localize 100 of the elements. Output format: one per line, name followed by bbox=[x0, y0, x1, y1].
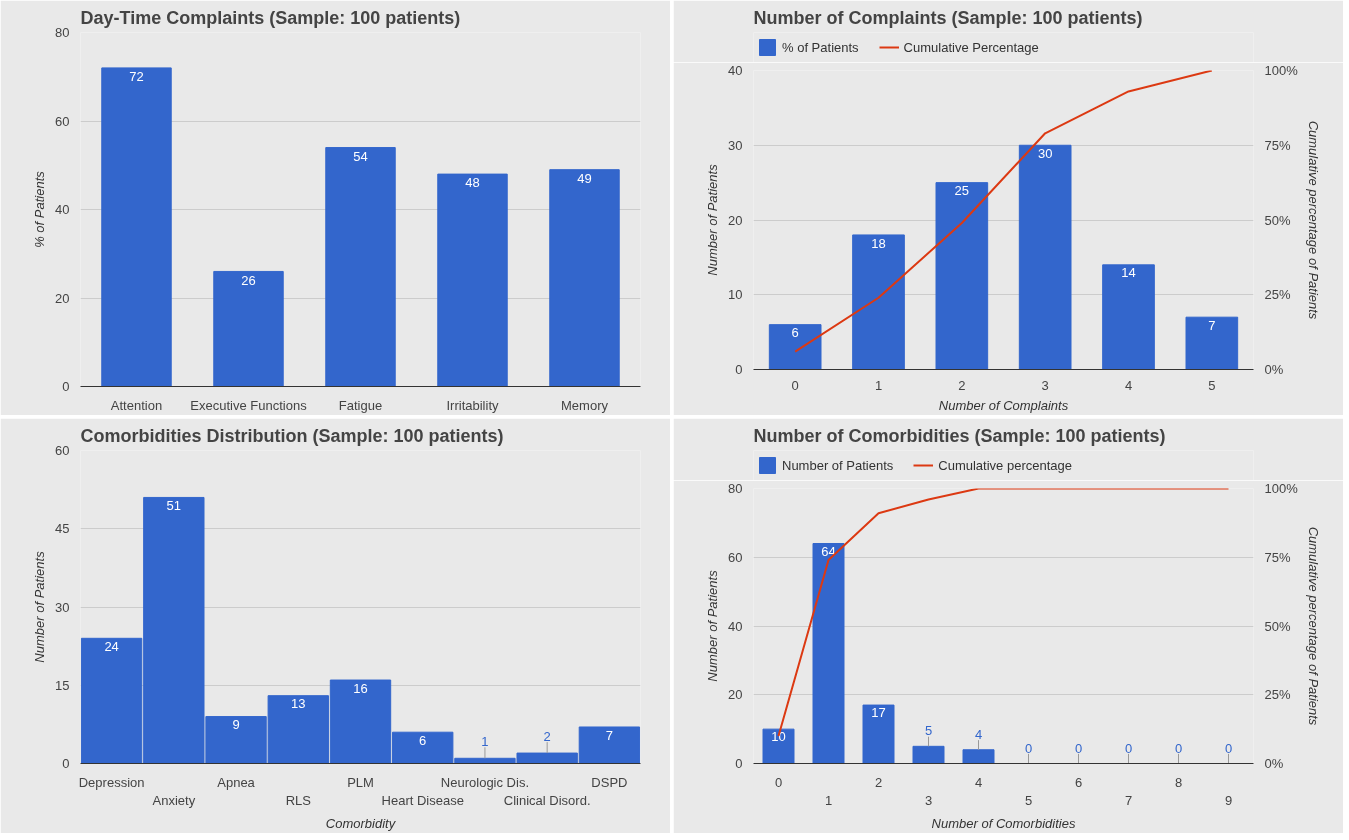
y-axis-title: Number of Patients bbox=[32, 550, 48, 663]
data-label: 9 bbox=[232, 717, 240, 733]
x-tick-label: 0 bbox=[791, 377, 799, 393]
data-label: 0 bbox=[1124, 740, 1133, 756]
y-tick-label: 0 bbox=[735, 756, 743, 771]
y2-tick-label: 100% bbox=[1264, 63, 1299, 78]
data-label: 5 bbox=[924, 723, 933, 739]
x-axis-title: Comorbidity bbox=[325, 815, 397, 831]
y-tick-label: 10 bbox=[728, 287, 743, 303]
x-tick-label: 9 bbox=[1224, 792, 1233, 808]
x-axis-title: Number of Comorbidities bbox=[931, 815, 1076, 831]
bar bbox=[762, 728, 795, 764]
y2-tick-label: 0% bbox=[1264, 362, 1284, 377]
bar bbox=[1185, 316, 1239, 370]
y2-tick-label: 25% bbox=[1264, 287, 1291, 303]
x-tick-label: Depression bbox=[78, 774, 145, 790]
bar bbox=[768, 324, 822, 370]
data-label: 18 bbox=[871, 235, 886, 251]
chart-title: Comorbidities Distribution (Sample: 100 patients) bbox=[80, 425, 504, 446]
y2-tick-label: 75% bbox=[1264, 137, 1291, 153]
y2-tick-label: 25% bbox=[1264, 687, 1291, 703]
y2-tick-label: 50% bbox=[1264, 212, 1291, 228]
legend-label: Number of Patients bbox=[782, 457, 894, 473]
data-label: 64 bbox=[821, 543, 836, 559]
x-tick-label: 7 bbox=[1124, 792, 1133, 808]
bar bbox=[437, 173, 508, 387]
bar bbox=[213, 270, 284, 387]
data-label: 13 bbox=[291, 696, 306, 712]
y2-tick-label: 100% bbox=[1264, 481, 1299, 496]
chart-title: Number of Comorbidities (Sample: 100 patients) bbox=[753, 425, 1166, 446]
data-label: 17 bbox=[871, 705, 886, 721]
y2-axis-title: Cumulative percentage of Patients bbox=[1305, 120, 1321, 320]
x-tick-label: 2 bbox=[958, 377, 966, 393]
x-tick-label: Heart Disease bbox=[381, 792, 464, 808]
y2-axis-title: Cumulative percentage of Patients bbox=[1305, 526, 1321, 726]
x-tick-label: Attention bbox=[110, 397, 163, 413]
y2-tick-label: 0% bbox=[1264, 756, 1284, 771]
y-tick-label: 30 bbox=[728, 137, 743, 153]
x-tick-label: 2 bbox=[874, 774, 883, 790]
data-label: 24 bbox=[104, 639, 119, 655]
data-label: 6 bbox=[419, 732, 427, 748]
y-tick-label: 45 bbox=[55, 521, 70, 537]
legend-label: Cumulative Percentage bbox=[903, 39, 1039, 55]
data-label: 30 bbox=[1037, 145, 1053, 161]
chart-title: Day-Time Complaints (Sample: 100 patients) bbox=[80, 7, 461, 28]
x-tick-label: 4 bbox=[1124, 377, 1133, 393]
x-tick-label: 6 bbox=[1074, 774, 1083, 790]
x-tick-label: Clinical Disord. bbox=[503, 792, 591, 808]
y2-tick-label: 75% bbox=[1264, 549, 1291, 565]
y-tick-label: 60 bbox=[728, 549, 743, 565]
y2-tick-label: 50% bbox=[1264, 618, 1291, 634]
y-tick-label: 30 bbox=[55, 599, 70, 615]
data-label: 14 bbox=[1121, 265, 1136, 281]
bar bbox=[935, 182, 989, 370]
data-label: 10 bbox=[771, 729, 786, 745]
x-tick-label: Fatigue bbox=[338, 397, 383, 413]
data-label: 26 bbox=[241, 272, 256, 288]
bar bbox=[852, 234, 905, 370]
bar bbox=[812, 543, 845, 764]
data-label: 16 bbox=[353, 680, 368, 696]
y-tick-label: 20 bbox=[728, 212, 743, 228]
x-tick-label: Anxiety bbox=[152, 792, 196, 808]
x-tick-label: Apnea bbox=[217, 774, 256, 790]
bar bbox=[962, 749, 995, 764]
bar bbox=[862, 704, 895, 764]
data-label: 0 bbox=[1024, 740, 1033, 756]
data-label: 0 bbox=[1174, 740, 1183, 756]
x-tick-label: Memory bbox=[561, 397, 609, 413]
y-axis-title: Number of Patients bbox=[705, 569, 721, 682]
x-tick-label: RLS bbox=[285, 792, 312, 808]
x-tick-label: 8 bbox=[1174, 774, 1183, 790]
x-tick-label: 3 bbox=[1041, 377, 1049, 393]
data-label: 49 bbox=[577, 170, 592, 186]
y-tick-label: 0 bbox=[62, 756, 70, 771]
x-tick-label: 0 bbox=[774, 774, 783, 790]
y-tick-label: 40 bbox=[55, 202, 70, 217]
data-label: 25 bbox=[954, 183, 970, 199]
data-label: 7 bbox=[1208, 317, 1216, 333]
data-label: 4 bbox=[974, 726, 983, 742]
data-label: 1 bbox=[481, 733, 489, 749]
bar bbox=[1018, 144, 1072, 370]
bar bbox=[1102, 264, 1155, 370]
data-label: 72 bbox=[129, 69, 144, 85]
data-label: 2 bbox=[543, 728, 551, 744]
data-label: 0 bbox=[1224, 740, 1233, 756]
x-tick-label: Irritability bbox=[446, 397, 499, 413]
x-tick-label: 3 bbox=[924, 792, 933, 808]
line-series bbox=[794, 70, 1213, 353]
y-tick-label: 0 bbox=[735, 362, 743, 377]
data-label: 0 bbox=[1074, 740, 1083, 756]
data-label: 7 bbox=[605, 727, 614, 743]
x-tick-label: 1 bbox=[874, 377, 883, 393]
y-tick-label: 80 bbox=[55, 25, 70, 40]
legend-label: Cumulative percentage bbox=[938, 457, 1072, 473]
bar bbox=[549, 169, 620, 387]
x-tick-label: Executive Functions bbox=[190, 397, 308, 413]
y-tick-label: 40 bbox=[728, 63, 743, 78]
y-tick-label: 40 bbox=[728, 618, 743, 634]
y-axis-title: Number of Patients bbox=[705, 163, 721, 276]
x-tick-label: 4 bbox=[974, 774, 983, 790]
